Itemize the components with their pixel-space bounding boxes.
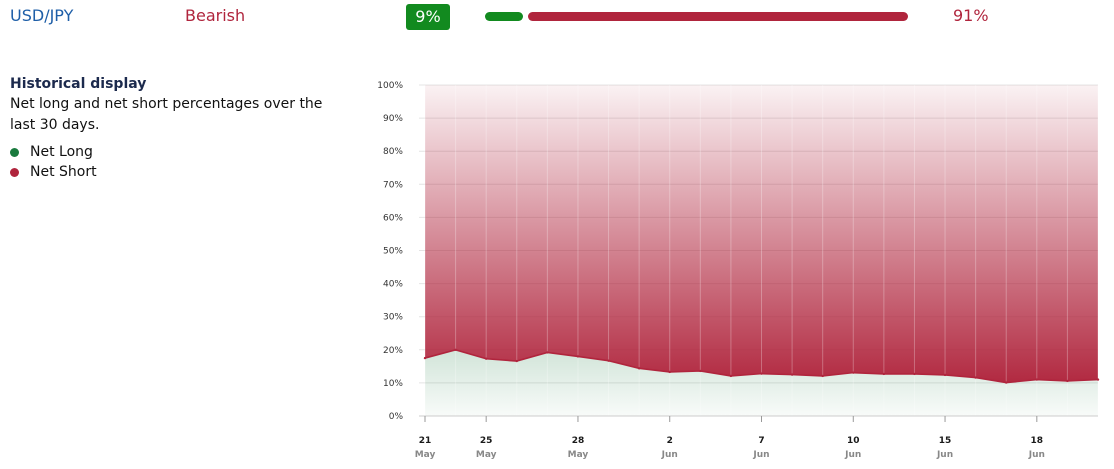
historical-description: Net long and net short percentages over … (10, 96, 323, 133)
y-tick-label: 90% (383, 114, 403, 124)
data-point (637, 367, 641, 370)
x-tick-day: 18 (1031, 436, 1044, 446)
data-point (760, 372, 763, 375)
data-point (454, 348, 457, 351)
data-point (1005, 381, 1008, 384)
legend-label: Net Long (30, 144, 93, 160)
data-point (1035, 378, 1039, 381)
y-tick-label: 0% (389, 412, 404, 422)
net-long-badge: 9% (406, 4, 450, 30)
data-point (546, 351, 549, 354)
y-tick-label: 20% (383, 346, 403, 356)
y-tick-label: 30% (383, 313, 403, 323)
data-point (852, 371, 855, 374)
x-tick-month: Jun (661, 450, 678, 460)
data-point (790, 373, 794, 376)
x-tick-month: Jun (1028, 450, 1045, 460)
legend-item-net-long: Net Long (10, 142, 330, 162)
sentiment-header: USD/JPY Bearish 9% 91% (0, 0, 1114, 36)
net-long-dot-icon (10, 147, 19, 157)
y-tick-label: 100% (377, 81, 403, 91)
data-point (699, 369, 702, 373)
sentiment-ratio-bar (485, 12, 908, 21)
net-short-area (425, 85, 1098, 383)
net-short-dot-icon (10, 167, 19, 177)
ratio-long-segment (485, 12, 523, 21)
x-tick-day: 28 (572, 436, 585, 446)
ratio-short-segment (527, 12, 908, 21)
y-tick-label: 50% (383, 247, 403, 257)
x-tick-day: 21 (419, 436, 432, 446)
x-tick-month: May (415, 450, 436, 460)
x-tick-month: May (476, 450, 497, 460)
x-tick-month: Jun (752, 450, 769, 460)
data-point (821, 374, 824, 378)
data-point (1096, 378, 1100, 381)
net-short-percent: 91% (953, 6, 989, 25)
x-tick-day: 7 (758, 436, 764, 446)
sentiment-label: Bearish (185, 6, 246, 25)
data-point (882, 372, 886, 376)
data-point (668, 370, 671, 374)
data-point (943, 373, 947, 377)
data-point (729, 374, 733, 378)
series-lines (423, 348, 1100, 384)
axes: 0% 10% 20% 30% 40% 50% 60% 70% 80% 90% 100% 21 May 25… (377, 81, 1098, 460)
vertical-grid-lines (424, 85, 1099, 416)
y-tick-label: 40% (383, 280, 403, 290)
legend-label: Net Short (30, 164, 97, 180)
y-tick-label: 80% (383, 147, 403, 157)
data-point (913, 372, 916, 376)
data-point (607, 359, 610, 362)
data-point (576, 355, 580, 358)
data-point (515, 359, 518, 363)
y-tick-label: 10% (383, 379, 403, 389)
x-tick-month: Jun (844, 450, 861, 460)
x-tick-day: 15 (939, 436, 952, 446)
historical-info-panel: Historical display Net long and net shor… (10, 74, 330, 182)
x-tick-month: May (568, 450, 589, 460)
x-tick-day: 25 (480, 436, 493, 446)
plot-areas (425, 85, 1098, 416)
net-long-area (425, 349, 1098, 416)
historical-title: Historical display (10, 76, 147, 92)
data-point (423, 356, 427, 360)
legend-item-net-short: Net Short (10, 162, 330, 182)
x-tick-day: 10 (847, 436, 860, 446)
y-tick-label: 60% (383, 213, 403, 223)
data-point (974, 376, 977, 379)
data-point (484, 357, 488, 360)
currency-pair-label[interactable]: USD/JPY (10, 6, 74, 25)
y-tick-label: 70% (383, 180, 403, 190)
data-point (1066, 379, 1069, 383)
historical-chart: 0% 10% 20% 30% 40% 50% 60% 70% 80% 90% 100% 21 May 25… (377, 81, 1100, 460)
x-tick-day: 2 (667, 436, 673, 446)
x-tick-month: Jun (936, 450, 953, 460)
